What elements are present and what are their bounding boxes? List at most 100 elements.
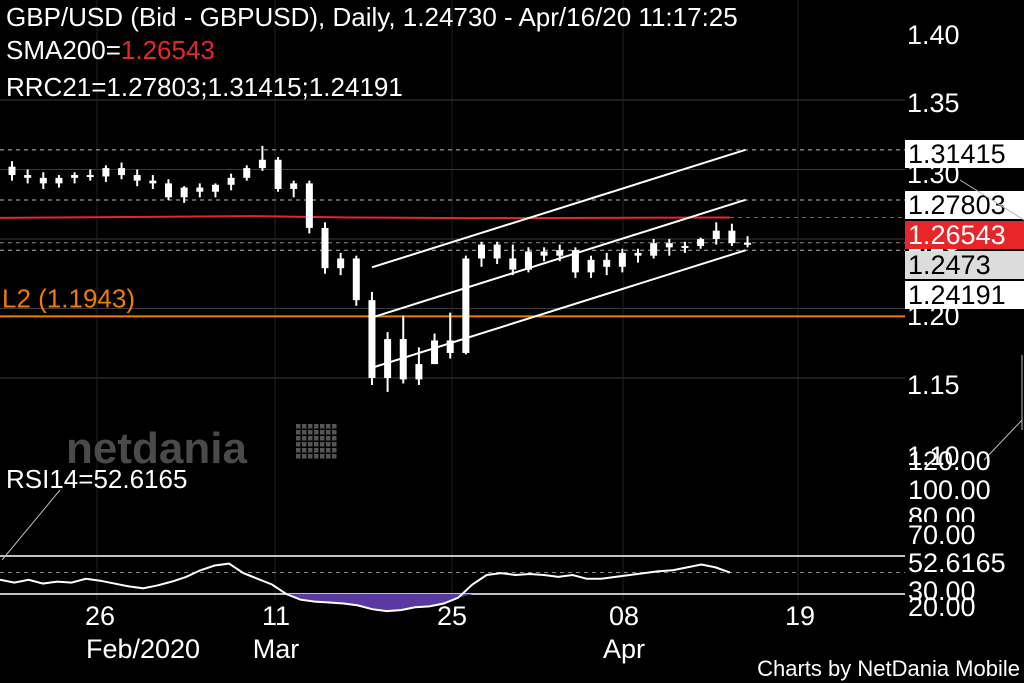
candle-body [180, 187, 188, 198]
time-tick-label: 25 [437, 601, 467, 631]
candle-body [399, 339, 407, 380]
grid-logo-cell [320, 454, 325, 459]
candle-body [712, 230, 720, 239]
price-badge-bg [905, 281, 1024, 309]
candle-body [571, 250, 579, 273]
rsi-tick-bg [905, 578, 1010, 606]
time-tick-label: 26 [85, 601, 115, 631]
axis-drawing-line [983, 419, 1023, 461]
candle-body [446, 340, 454, 353]
candle-body [493, 244, 501, 259]
candle-body [587, 259, 595, 273]
candle-body [415, 364, 423, 380]
channel-upper-line [371, 148, 746, 269]
rsi-tick-bg [905, 522, 1010, 550]
price-badge-bg [905, 140, 1024, 168]
grid-logo-cell [308, 454, 313, 459]
price-badge-text: 1.26543 [908, 220, 1006, 250]
sma200-line [0, 215, 731, 220]
time-tick-label: 08 [609, 601, 639, 631]
time-sub-label: Apr [603, 634, 645, 664]
price-axis: 1.401.351.301.251.201.151.101.314151.278… [905, 20, 1024, 622]
grid-logo-cell [320, 442, 325, 447]
candle-body [321, 227, 329, 269]
netdania-watermark: netdania [66, 424, 337, 473]
rsi-line [0, 562, 731, 613]
price-tick-label: 1.15 [907, 370, 960, 400]
candle-body [133, 175, 141, 181]
candle-body [697, 239, 705, 246]
grid-logo-cell [308, 442, 313, 447]
rsi-tick-bg [905, 550, 1010, 578]
grid-logo-cell [296, 430, 301, 435]
grid-logo-cell [320, 424, 325, 429]
grid-logo-cell [332, 436, 337, 441]
candle-body [744, 242, 752, 245]
rsi-tick-label: 52.6165 [908, 548, 1006, 578]
price-badge-bg [905, 251, 1024, 279]
grid-logo-cell [296, 424, 301, 429]
candle-body [431, 340, 439, 365]
price-tick-label: 1.10 [907, 441, 960, 471]
grid-logo-cell [332, 448, 337, 453]
price-badge-text: 1.31415 [908, 139, 1006, 169]
price-badge-text: 1.27803 [908, 190, 1006, 220]
price-badge-bg [905, 221, 1024, 249]
grid-logo-cell [308, 430, 313, 435]
grid-logo-cell [302, 430, 307, 435]
candle-body [227, 177, 235, 185]
candle-body [524, 251, 532, 270]
grid-logo-cell [326, 436, 331, 441]
rsi-label: RSI14=52.6165 [6, 464, 187, 494]
candle-body [509, 258, 517, 270]
candle-body [384, 339, 392, 378]
grid-logo-cell [326, 424, 331, 429]
grid-logo-cell [302, 436, 307, 441]
candle-body [55, 177, 63, 184]
grid-logo-cell [302, 442, 307, 447]
grid-logo-cell [314, 430, 319, 435]
candle-body [650, 243, 658, 256]
grid-logo-cell [296, 436, 301, 441]
candle-body [8, 166, 16, 176]
rsi-oversold-fill [0, 594, 730, 612]
watermark-text: netdania [66, 424, 247, 473]
rsi-tick-label: 70.00 [908, 520, 976, 550]
sma-readout: SMA200=1.26543 [6, 35, 215, 65]
candle-body [603, 259, 611, 267]
candle-body [243, 168, 251, 178]
candle-body [665, 243, 673, 248]
grid-logo-cell [302, 448, 307, 453]
rsi-drawing-line [1, 489, 61, 561]
time-axis: 26 11 25 08 19 Feb/2020 Mar Apr Charts by NetDan… [85, 601, 1020, 681]
candle-body [165, 183, 172, 198]
candle-body [352, 258, 360, 301]
candle-body [681, 245, 689, 248]
candle-body [149, 180, 157, 184]
grid-logo-cell [332, 424, 337, 429]
level-lines: L2 (1.1943) [0, 149, 905, 318]
candle-body [368, 300, 376, 378]
grid-logo-cell [326, 448, 331, 453]
grid-logo-cell [332, 430, 337, 435]
sma-value: 1.26543 [120, 35, 215, 65]
chart-title: GBP/USD (Bid - GBPUSD), Daily, 1.24730 -… [6, 2, 738, 32]
grid-logo-cell [296, 454, 301, 459]
grid-logo-cell [314, 442, 319, 447]
time-tick-label: 19 [785, 601, 815, 631]
rrc-readout: RRC21=1.27803;1.31415;1.24191 [6, 72, 403, 102]
time-sub-label: Feb/2020 [86, 634, 200, 664]
grid-lines [0, 0, 905, 600]
rsi-tick-label: 30.00 [908, 576, 976, 606]
grid-logo-cell [326, 430, 331, 435]
candlestick-series [8, 145, 752, 392]
time-sub-label: Mar [253, 634, 300, 664]
grid-logo-cell [320, 448, 325, 453]
grid-logo-cell [320, 430, 325, 435]
grid-logo-cell [332, 454, 337, 459]
grid-logo-cell [314, 448, 319, 453]
candle-body [274, 159, 282, 189]
grid-logo-cell [332, 442, 337, 447]
grid-logo-cell [308, 448, 313, 453]
